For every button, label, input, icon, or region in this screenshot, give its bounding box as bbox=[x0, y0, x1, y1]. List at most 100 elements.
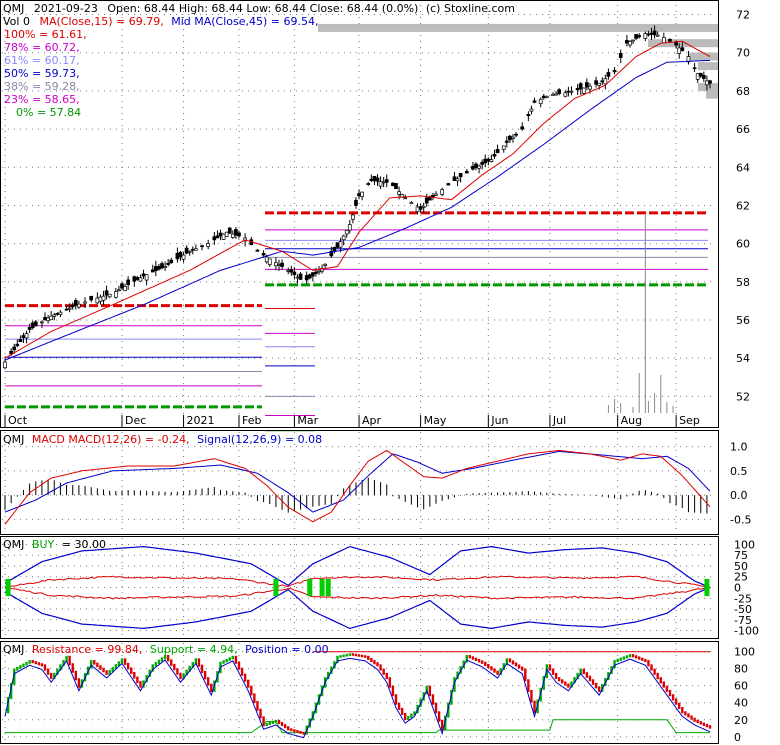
candle-body bbox=[280, 262, 284, 267]
candle-body bbox=[403, 197, 408, 200]
position-bar bbox=[379, 664, 382, 671]
price-y-ticks: 52 54 56 58 60 62 64 66 68 70 72 bbox=[736, 9, 750, 404]
pos-value: Position = 0.00 bbox=[245, 643, 329, 656]
position-bar bbox=[554, 672, 558, 680]
position-bar bbox=[90, 660, 93, 669]
position-bar bbox=[674, 698, 678, 705]
candle-body bbox=[77, 303, 81, 308]
volume-profile-bar bbox=[648, 39, 718, 48]
x-tick-label: Mar bbox=[297, 414, 318, 427]
candle-body bbox=[141, 273, 146, 277]
position-bar bbox=[108, 669, 111, 675]
buy-tick-label: -25 bbox=[734, 592, 752, 605]
candle-body bbox=[178, 251, 183, 258]
candle-body bbox=[27, 327, 32, 330]
candle-body bbox=[415, 206, 420, 212]
candle-body bbox=[643, 33, 648, 39]
position-bar bbox=[447, 702, 450, 718]
position-bar bbox=[243, 673, 247, 682]
candle-body bbox=[30, 322, 35, 328]
position-bar bbox=[499, 668, 502, 675]
position-bar bbox=[579, 668, 582, 675]
position-bar bbox=[247, 679, 250, 688]
position-bar bbox=[484, 661, 487, 666]
position-bar bbox=[468, 654, 472, 659]
position-bar bbox=[342, 654, 345, 658]
position-bar bbox=[302, 731, 305, 735]
position-bar bbox=[160, 657, 164, 662]
resistance-tick-label: 20 bbox=[734, 714, 748, 727]
buy-label: QMJ BUY = 30.00 bbox=[3, 538, 106, 551]
candle-body bbox=[194, 248, 198, 251]
position-bar bbox=[265, 723, 268, 727]
macd-params: MACD(12,26) = -0.24, bbox=[68, 433, 189, 446]
candle-body bbox=[347, 224, 352, 231]
candle-body bbox=[317, 270, 321, 273]
candle-body bbox=[70, 304, 75, 308]
position-bar bbox=[474, 657, 478, 662]
candle-body bbox=[107, 293, 112, 298]
candle-body bbox=[58, 311, 63, 316]
candle-body bbox=[409, 202, 414, 204]
candle-body bbox=[569, 90, 574, 93]
candle-body bbox=[230, 233, 235, 238]
position-bar bbox=[182, 673, 185, 680]
position-bar bbox=[594, 682, 598, 689]
buy-markers bbox=[5, 578, 710, 597]
candle-body bbox=[360, 191, 364, 198]
candle-body bbox=[40, 321, 44, 324]
candle-body bbox=[113, 291, 118, 298]
candle-body bbox=[344, 229, 349, 235]
candle-body bbox=[668, 39, 672, 42]
position-bar bbox=[68, 655, 71, 666]
position-bar bbox=[237, 661, 241, 670]
candle-body bbox=[424, 197, 429, 204]
macd-tick-label: 0.5 bbox=[730, 465, 748, 478]
position-bar bbox=[231, 655, 235, 660]
position-bar bbox=[93, 660, 96, 665]
candle-body bbox=[557, 89, 561, 94]
fib-labels: 100% = 61.61,78% = 60.72,61% = 60.17,50%… bbox=[4, 28, 87, 119]
candle-body bbox=[95, 297, 100, 304]
fib-lines bbox=[5, 211, 708, 432]
position-bar bbox=[188, 665, 191, 672]
candle-body bbox=[24, 333, 29, 339]
position-bar bbox=[71, 663, 74, 673]
candle-body bbox=[520, 126, 525, 130]
candle-body bbox=[495, 149, 500, 154]
candle-body bbox=[489, 159, 494, 162]
position-bar bbox=[151, 664, 154, 672]
buy-envelope-lower bbox=[4, 586, 711, 630]
candle-body bbox=[9, 350, 14, 355]
position-bar bbox=[708, 725, 712, 729]
position-bar bbox=[25, 661, 28, 666]
volume-profile bbox=[318, 23, 718, 99]
position-bar bbox=[517, 664, 521, 669]
candle-body bbox=[311, 272, 315, 277]
position-bar bbox=[330, 666, 333, 674]
candle-body bbox=[501, 145, 506, 150]
candle-body bbox=[298, 273, 303, 280]
candle-body bbox=[304, 275, 309, 281]
candle-body bbox=[314, 271, 318, 274]
price-tick-label: 52 bbox=[736, 390, 750, 403]
sup-value: Support = 4.94, bbox=[150, 643, 238, 656]
macd-label: QMJ MACD MACD(12,26) = -0.24, Signal(12,… bbox=[3, 433, 322, 446]
buy-tick-label: 50 bbox=[734, 560, 748, 573]
position-bar bbox=[490, 666, 493, 671]
position-bar bbox=[256, 701, 259, 711]
candle-body bbox=[224, 231, 229, 238]
position-bar bbox=[567, 683, 570, 688]
position-bar bbox=[394, 694, 398, 705]
position-bar bbox=[206, 677, 210, 686]
candle-body bbox=[98, 296, 103, 302]
res-ticker: QMJ bbox=[3, 643, 24, 656]
position-bar bbox=[487, 663, 490, 669]
resistance-tick-label: 40 bbox=[734, 697, 748, 710]
position-bar bbox=[665, 685, 669, 692]
position-bar bbox=[557, 677, 561, 682]
price-tick-label: 72 bbox=[736, 9, 750, 22]
position-bar bbox=[102, 667, 105, 673]
position-bar bbox=[240, 667, 244, 676]
position-bar bbox=[456, 671, 459, 680]
